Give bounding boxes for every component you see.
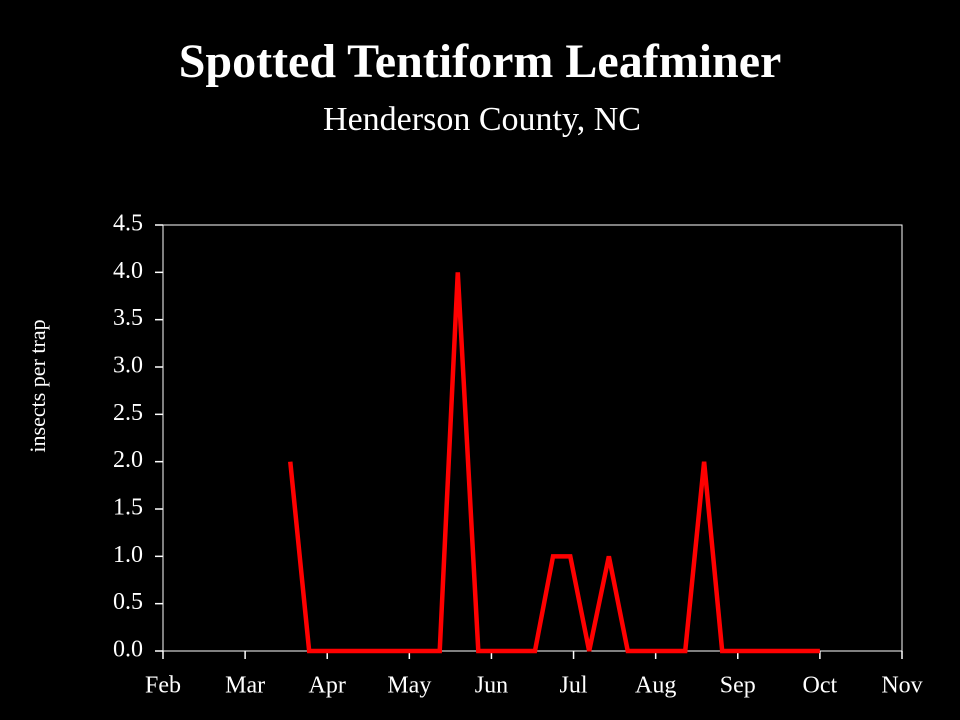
x-tick-label: Jun: [475, 673, 508, 699]
y-tick-label: 1.0: [113, 542, 143, 568]
x-tick-label: Feb: [145, 673, 181, 699]
y-axis-label: insects per trap: [25, 319, 50, 452]
x-tick-label: May: [387, 673, 431, 699]
y-tick-label: 0.0: [113, 637, 143, 663]
x-tick-label: Oct: [803, 673, 838, 699]
y-tick-label: 2.5: [113, 400, 143, 426]
data-line: [288, 272, 820, 654]
y-tick-label: 4.0: [113, 258, 143, 284]
y-tick-label: 3.0: [113, 353, 143, 379]
y-tick-label: 0.5: [113, 589, 143, 615]
y-tick-label: 4.5: [113, 211, 143, 237]
x-tick-label: Nov: [881, 673, 922, 699]
chart-subtitle: Henderson County, NC: [323, 101, 641, 138]
chart-title: Spotted Tentiform Leafminer: [179, 35, 782, 88]
x-tick-label: Aug: [635, 673, 676, 699]
x-tick-label: Apr: [309, 673, 346, 699]
y-tick-label: 1.5: [113, 495, 143, 521]
plot-frame: [162, 224, 903, 652]
y-tick-label: 3.5: [113, 305, 143, 331]
x-tick-label: Sep: [720, 673, 756, 699]
x-tick-label: Mar: [225, 673, 265, 699]
x-tick-label: Jul: [560, 673, 588, 699]
y-tick-label: 2.0: [113, 447, 143, 473]
